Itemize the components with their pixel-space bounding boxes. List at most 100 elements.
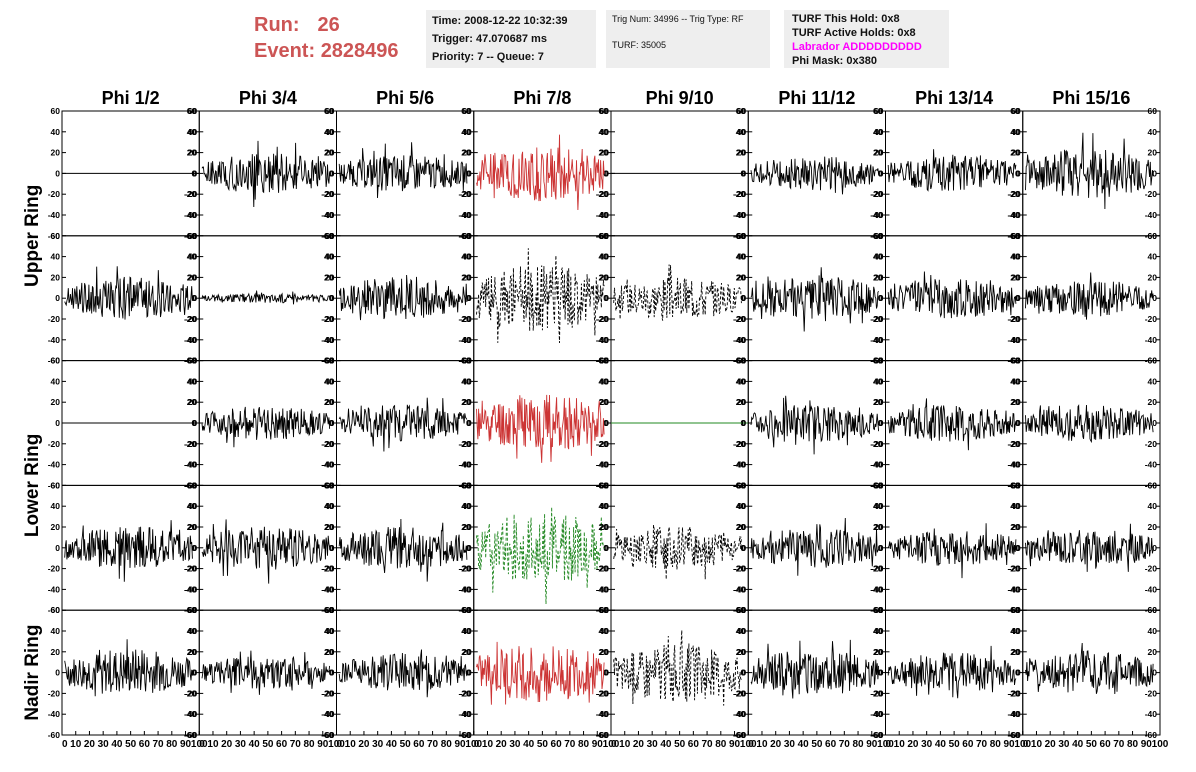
waveform-trace [1025, 272, 1154, 320]
y-tick-label: -20 [48, 189, 61, 199]
y-tick-label: -20 [870, 439, 883, 449]
y-tick-label: 40 [187, 501, 197, 511]
y-tick-label: 0 [466, 543, 471, 553]
y-tick-label: -40 [870, 584, 883, 594]
y-tick-label: 60 [599, 356, 609, 366]
y-tick-label: 60 [1010, 605, 1020, 615]
y-tick-label: 0 [1152, 418, 1157, 428]
y-tick-label: 40 [461, 252, 471, 262]
waveform-trace [1025, 404, 1154, 444]
y-tick-label: -20 [597, 439, 610, 449]
y-tick-label: -60 [185, 730, 198, 740]
y-tick-label: -40 [321, 709, 334, 719]
y-tick-label: 60 [325, 356, 335, 366]
y-tick-label: 40 [737, 376, 747, 386]
y-tick-label: -40 [322, 584, 335, 594]
waveform-trace [201, 290, 330, 305]
x-tick-label: 10 [207, 739, 219, 750]
waveform-trace [338, 397, 468, 452]
y-tick-label: 0 [1016, 418, 1021, 428]
y-tick-label: 40 [1010, 252, 1020, 262]
y-tick-label: 40 [600, 376, 610, 386]
y-tick-label: 0 [193, 668, 198, 678]
y-tick-label: 20 [461, 272, 471, 282]
y-tick-label: -60 [1008, 730, 1021, 740]
y-tick-label: 0 [55, 668, 60, 678]
x-tick-label: 90 [729, 739, 741, 750]
y-tick-label: -60 [1007, 730, 1020, 740]
y-tick-label: 40 [873, 626, 883, 636]
y-tick-label: -60 [322, 730, 335, 740]
waveform-trace [476, 248, 605, 344]
turf-this-hold-text: TURF This Hold: 0x8 [792, 13, 900, 25]
y-tick-label: -60 [597, 730, 610, 740]
y-tick-label: 20 [874, 272, 884, 282]
y-tick-label: 40 [736, 376, 746, 386]
y-tick-label: -60 [871, 730, 884, 740]
y-tick-label: 20 [188, 397, 198, 407]
y-tick-label: 20 [1148, 397, 1158, 407]
y-tick-label: -40 [1008, 460, 1021, 470]
y-tick-label: -40 [1007, 335, 1020, 345]
y-tick-label: -20 [871, 439, 884, 449]
y-tick-label: 0 [467, 668, 472, 678]
y-tick-label: -20 [184, 564, 197, 574]
panel-frame [747, 360, 886, 486]
y-tick-label: 0 [742, 168, 747, 178]
y-tick-label: 0 [742, 543, 747, 553]
y-tick-label: 0 [330, 418, 335, 428]
y-tick-label: 40 [600, 501, 610, 511]
y-tick-label: 40 [325, 252, 335, 262]
x-tick-label: 70 [702, 739, 714, 750]
y-tick-label: 20 [1010, 148, 1020, 158]
y-tick-label: 60 [873, 480, 883, 490]
y-tick-label: 60 [599, 106, 609, 116]
y-tick-label: 60 [1148, 480, 1158, 490]
y-tick-label: 60 [187, 106, 197, 116]
x-tick-label: 70 [976, 739, 988, 750]
x-tick-label: 0 [611, 739, 617, 750]
x-tick-label: 100 [740, 739, 757, 750]
y-tick-label: 60 [736, 605, 746, 615]
x-tick-label: 90 [454, 739, 466, 750]
y-tick-label: 60 [599, 231, 609, 241]
x-tick-label: 80 [852, 739, 864, 750]
y-tick-label: -40 [459, 709, 472, 719]
y-tick-label: 40 [1148, 252, 1158, 262]
waveform-trace [750, 156, 880, 195]
y-tick-label: 40 [51, 127, 61, 137]
y-tick-label: -40 [596, 584, 609, 594]
y-tick-label: 60 [324, 231, 334, 241]
waveform-trace [1025, 523, 1154, 572]
x-tick-label: 60 [1100, 739, 1112, 750]
y-tick-label: 60 [1010, 480, 1020, 490]
y-tick-label: 0 [742, 668, 747, 678]
y-tick-label: 20 [1011, 272, 1021, 282]
x-tick-label: 100 [328, 739, 345, 750]
x-tick-label: 80 [303, 739, 315, 750]
y-tick-label: 20 [325, 647, 335, 657]
y-tick-label: 20 [461, 647, 471, 657]
waveform-trace [201, 650, 331, 695]
y-tick-label: 0 [879, 293, 884, 303]
y-tick-label: 20 [325, 397, 335, 407]
ring-label: Upper Ring [22, 185, 43, 287]
y-tick-label: -60 [321, 730, 334, 740]
y-tick-label: 60 [874, 605, 884, 615]
y-tick-label: 40 [462, 127, 472, 137]
y-tick-label: -40 [184, 210, 197, 220]
waveform-trace [338, 274, 468, 321]
column-header: Phi 1/2 [102, 88, 160, 108]
y-tick-label: -20 [597, 189, 610, 199]
y-tick-label: 0 [878, 168, 883, 178]
y-tick-label: 20 [324, 647, 334, 657]
x-tick-label: 0 [337, 739, 343, 750]
y-tick-label: 0 [1152, 668, 1157, 678]
y-tick-label: -20 [458, 189, 471, 199]
y-tick-label: 60 [462, 480, 472, 490]
x-tick-label: 80 [1127, 739, 1139, 750]
x-tick-label: 40 [523, 739, 535, 750]
y-tick-label: 60 [462, 356, 472, 366]
y-tick-label: 0 [878, 418, 883, 428]
x-tick-label: 60 [962, 739, 974, 750]
